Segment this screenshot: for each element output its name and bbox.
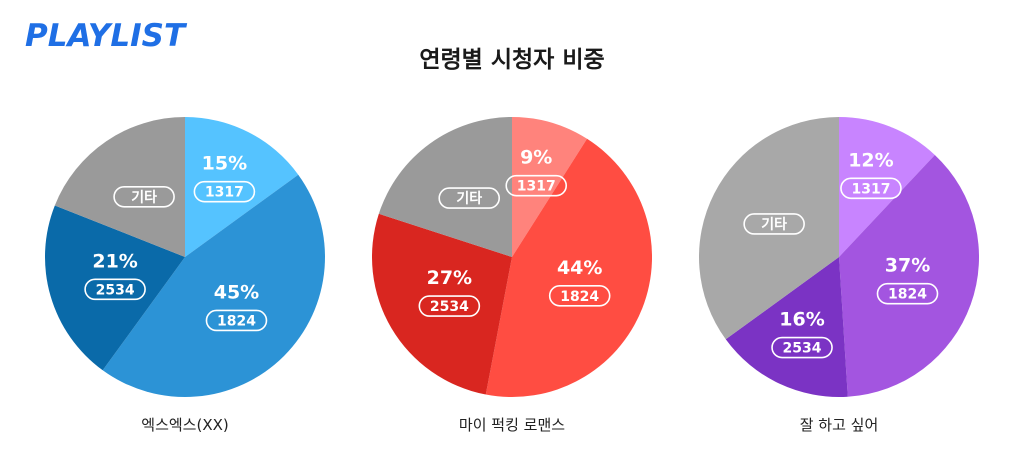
slice-percent-2534: 21% [92, 250, 137, 272]
slice-label-pill-기타 [438, 187, 501, 209]
slice-label-기타: 기타 [743, 213, 805, 235]
pie-slice-1824 [839, 154, 980, 397]
pie-slice-2534 [44, 205, 185, 371]
slice-percent-1317: 9% [520, 147, 552, 169]
slice-percent-1317: 12% [848, 149, 893, 171]
slice-label-2534: 16% 2534 [771, 309, 833, 359]
pie-chart-1: 15% 1317 45% 1824 21% 2534 기타 [44, 117, 325, 397]
pie-slice-기타 [699, 117, 839, 340]
slice-label-기타: 기타 [438, 187, 501, 209]
slice-label-1824: 37% 1824 [876, 255, 939, 305]
slice-category-1824: 1824 [217, 313, 256, 329]
slice-category-1824: 1824 [888, 287, 927, 303]
slice-category-2534: 2534 [430, 299, 469, 315]
slice-label-1317: 15% 1317 [193, 153, 256, 203]
slice-category-기타: 기타 [131, 190, 157, 206]
pie-slice-2534 [725, 257, 848, 397]
pie-slice-1317 [512, 117, 588, 257]
slice-category-1824: 1824 [560, 289, 599, 305]
slice-label-pill-기타 [113, 185, 175, 208]
slice-label-2534: 27% 2534 [418, 267, 481, 317]
slice-label-pill-1824 [548, 284, 611, 307]
slice-label-pill-기타 [743, 213, 805, 235]
slice-category-기타: 기타 [456, 191, 482, 207]
slice-percent-1824: 44% [557, 257, 602, 279]
pie-slice-1824 [102, 174, 325, 397]
slice-label-1317: 9% 1317 [505, 147, 568, 197]
pie-slice-1317 [185, 117, 299, 257]
slice-category-2534: 2534 [96, 282, 135, 298]
chart-title: 연령별 시청자 비중 [419, 47, 605, 73]
slice-percent-2534: 16% [779, 309, 824, 331]
slice-category-1317: 1317 [517, 179, 556, 195]
slice-label-pill-1317 [505, 174, 568, 197]
chart-caption-2: 마이 퍽킹 로맨스 [458, 416, 566, 434]
slice-label-기타: 기타 [113, 185, 175, 208]
slice-label-pill-1824 [876, 282, 939, 305]
pie-slice-기타 [378, 117, 512, 257]
pie-slice-2534 [371, 213, 512, 395]
chart-caption-1: 엑스엑스(XX) [141, 416, 229, 434]
slice-percent-2534: 27% [427, 267, 472, 289]
slice-label-pill-2534 [771, 336, 833, 359]
slice-category-1317: 1317 [851, 181, 890, 197]
pie-slice-1317 [839, 117, 935, 257]
slice-category-기타: 기타 [761, 217, 787, 233]
slice-percent-1824: 37% [885, 255, 930, 277]
brand-logo: PLAYLIST [25, 18, 186, 54]
slice-label-2534: 21% 2534 [84, 250, 146, 301]
slice-label-pill-1824 [205, 309, 268, 332]
chart-caption-3: 잘 하고 싶어 [799, 416, 879, 434]
slice-percent-1317: 15% [202, 153, 247, 175]
slice-label-1317: 12% 1317 [840, 149, 902, 200]
slice-label-pill-1317 [840, 177, 902, 200]
pie-slice-1824 [485, 138, 653, 398]
slice-label-1824: 44% 1824 [548, 257, 611, 307]
pie-chart-2: 9% 1317 44% 1824 27% 2534 기타 [371, 117, 653, 398]
slice-category-1317: 1317 [205, 185, 244, 201]
slice-label-1824: 45% 1824 [205, 281, 268, 332]
slice-label-pill-2534 [84, 278, 146, 301]
pie-chart-3: 12% 1317 37% 1824 16% 2534 기타 [699, 117, 980, 397]
slice-category-2534: 2534 [783, 341, 822, 357]
slice-percent-1824: 45% [214, 281, 259, 303]
slice-label-pill-2534 [418, 295, 481, 317]
slice-label-pill-1317 [193, 180, 256, 203]
